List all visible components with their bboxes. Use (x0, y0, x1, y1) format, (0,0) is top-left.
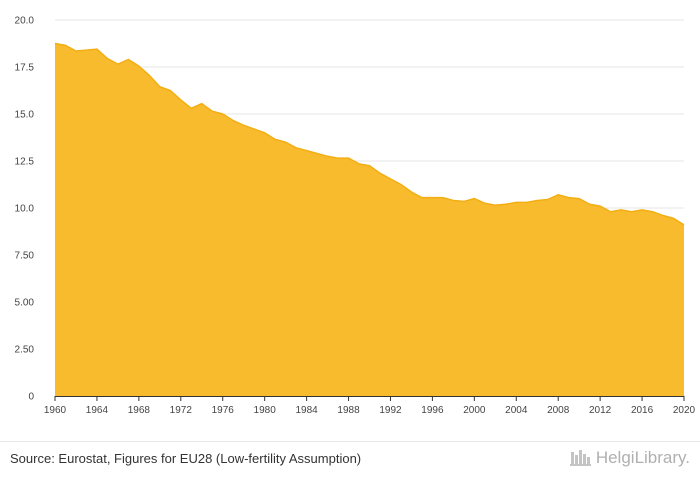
data-point (398, 182, 403, 187)
data-point (514, 200, 519, 205)
data-point (598, 204, 603, 209)
x-tick-label: 1992 (379, 405, 402, 416)
data-point (430, 195, 435, 200)
data-point (367, 163, 372, 168)
data-point (84, 48, 89, 53)
data-point (346, 156, 351, 161)
y-axis-ticks: 0 2.50 5.00 7.50 10.0 12.5 15.0 17.5 20.0 (15, 16, 35, 403)
x-tick-label: 1988 (337, 405, 360, 416)
data-point (210, 109, 215, 114)
y-tick-label: 15.0 (15, 110, 35, 121)
x-tick-label: 1984 (295, 405, 318, 416)
data-point (682, 222, 687, 227)
x-tick-label: 1960 (44, 405, 67, 416)
data-point (556, 192, 561, 197)
y-tick-label: 0 (28, 392, 34, 403)
data-point (419, 195, 424, 200)
data-point (168, 88, 173, 93)
series-area (55, 43, 684, 396)
data-point (53, 41, 58, 46)
data-point (357, 161, 362, 166)
data-point (325, 154, 330, 159)
data-point (157, 84, 162, 89)
data-point (199, 101, 204, 106)
data-point (115, 62, 120, 67)
data-point (545, 197, 550, 202)
data-point (304, 148, 309, 153)
data-point (336, 156, 341, 161)
data-point (231, 118, 236, 123)
data-point (178, 97, 183, 102)
data-point (650, 209, 655, 214)
data-point (73, 49, 78, 54)
data-point (283, 140, 288, 145)
data-point (566, 195, 571, 200)
x-tick-label: 1972 (170, 405, 193, 416)
data-point (619, 207, 624, 212)
data-point (671, 216, 676, 221)
data-point (661, 213, 666, 218)
data-point (252, 127, 257, 132)
x-tick-label: 1968 (128, 405, 151, 416)
x-tick-label: 1964 (86, 405, 109, 416)
data-point (126, 57, 131, 62)
footer-divider (0, 441, 700, 442)
data-point (220, 112, 225, 117)
data-point (105, 56, 110, 61)
data-point (482, 201, 487, 206)
helgi-library-logo-icon (569, 450, 591, 466)
data-point (409, 190, 414, 195)
data-point (587, 202, 592, 207)
data-point (524, 200, 529, 205)
data-point (440, 195, 445, 200)
x-tick-label: 1976 (212, 405, 235, 416)
data-point (377, 171, 382, 176)
x-tick-label: 2020 (673, 405, 696, 416)
data-point (535, 198, 540, 203)
source-note: Source: Eurostat, Figures for EU28 (Low-… (10, 451, 362, 466)
data-point (241, 123, 246, 128)
brand-logo[interactable]: HelgiLibrary. (569, 448, 690, 468)
data-point (640, 207, 645, 212)
y-tick-label: 5.00 (15, 298, 35, 309)
data-point (63, 43, 68, 48)
data-point (94, 47, 99, 52)
data-point (493, 203, 498, 208)
y-tick-label: 12.5 (15, 157, 35, 168)
x-axis-ticks: 1960 1964 1968 1972 1976 1980 1984 1988 1992 1996… (44, 396, 696, 416)
x-tick-label: 2000 (463, 405, 486, 416)
y-tick-label: 2.50 (15, 345, 35, 356)
data-point (461, 199, 466, 204)
data-point (388, 176, 393, 181)
y-tick-label: 17.5 (15, 63, 35, 74)
data-point (629, 209, 634, 214)
data-point (294, 145, 299, 150)
data-point (189, 106, 194, 111)
x-tick-label: 1996 (421, 405, 444, 416)
brand-name: HelgiLibrary. (595, 448, 690, 467)
y-tick-label: 20.0 (15, 16, 35, 27)
x-tick-label: 1980 (254, 405, 277, 416)
y-tick-label: 10.0 (15, 204, 35, 215)
data-point (608, 209, 613, 214)
y-tick-label: 7.50 (15, 251, 35, 262)
data-point (147, 73, 152, 78)
data-point (451, 198, 456, 203)
data-point (577, 196, 582, 201)
x-tick-label: 2016 (631, 405, 654, 416)
series-line (54, 42, 685, 226)
data-point (273, 137, 278, 142)
data-point (136, 64, 141, 69)
x-tick-label: 2008 (547, 405, 570, 416)
x-tick-label: 2004 (505, 405, 528, 416)
data-point (315, 151, 320, 156)
data-point (472, 196, 477, 201)
data-point (262, 130, 267, 135)
data-point (503, 202, 508, 207)
x-tick-label: 2012 (589, 405, 612, 416)
